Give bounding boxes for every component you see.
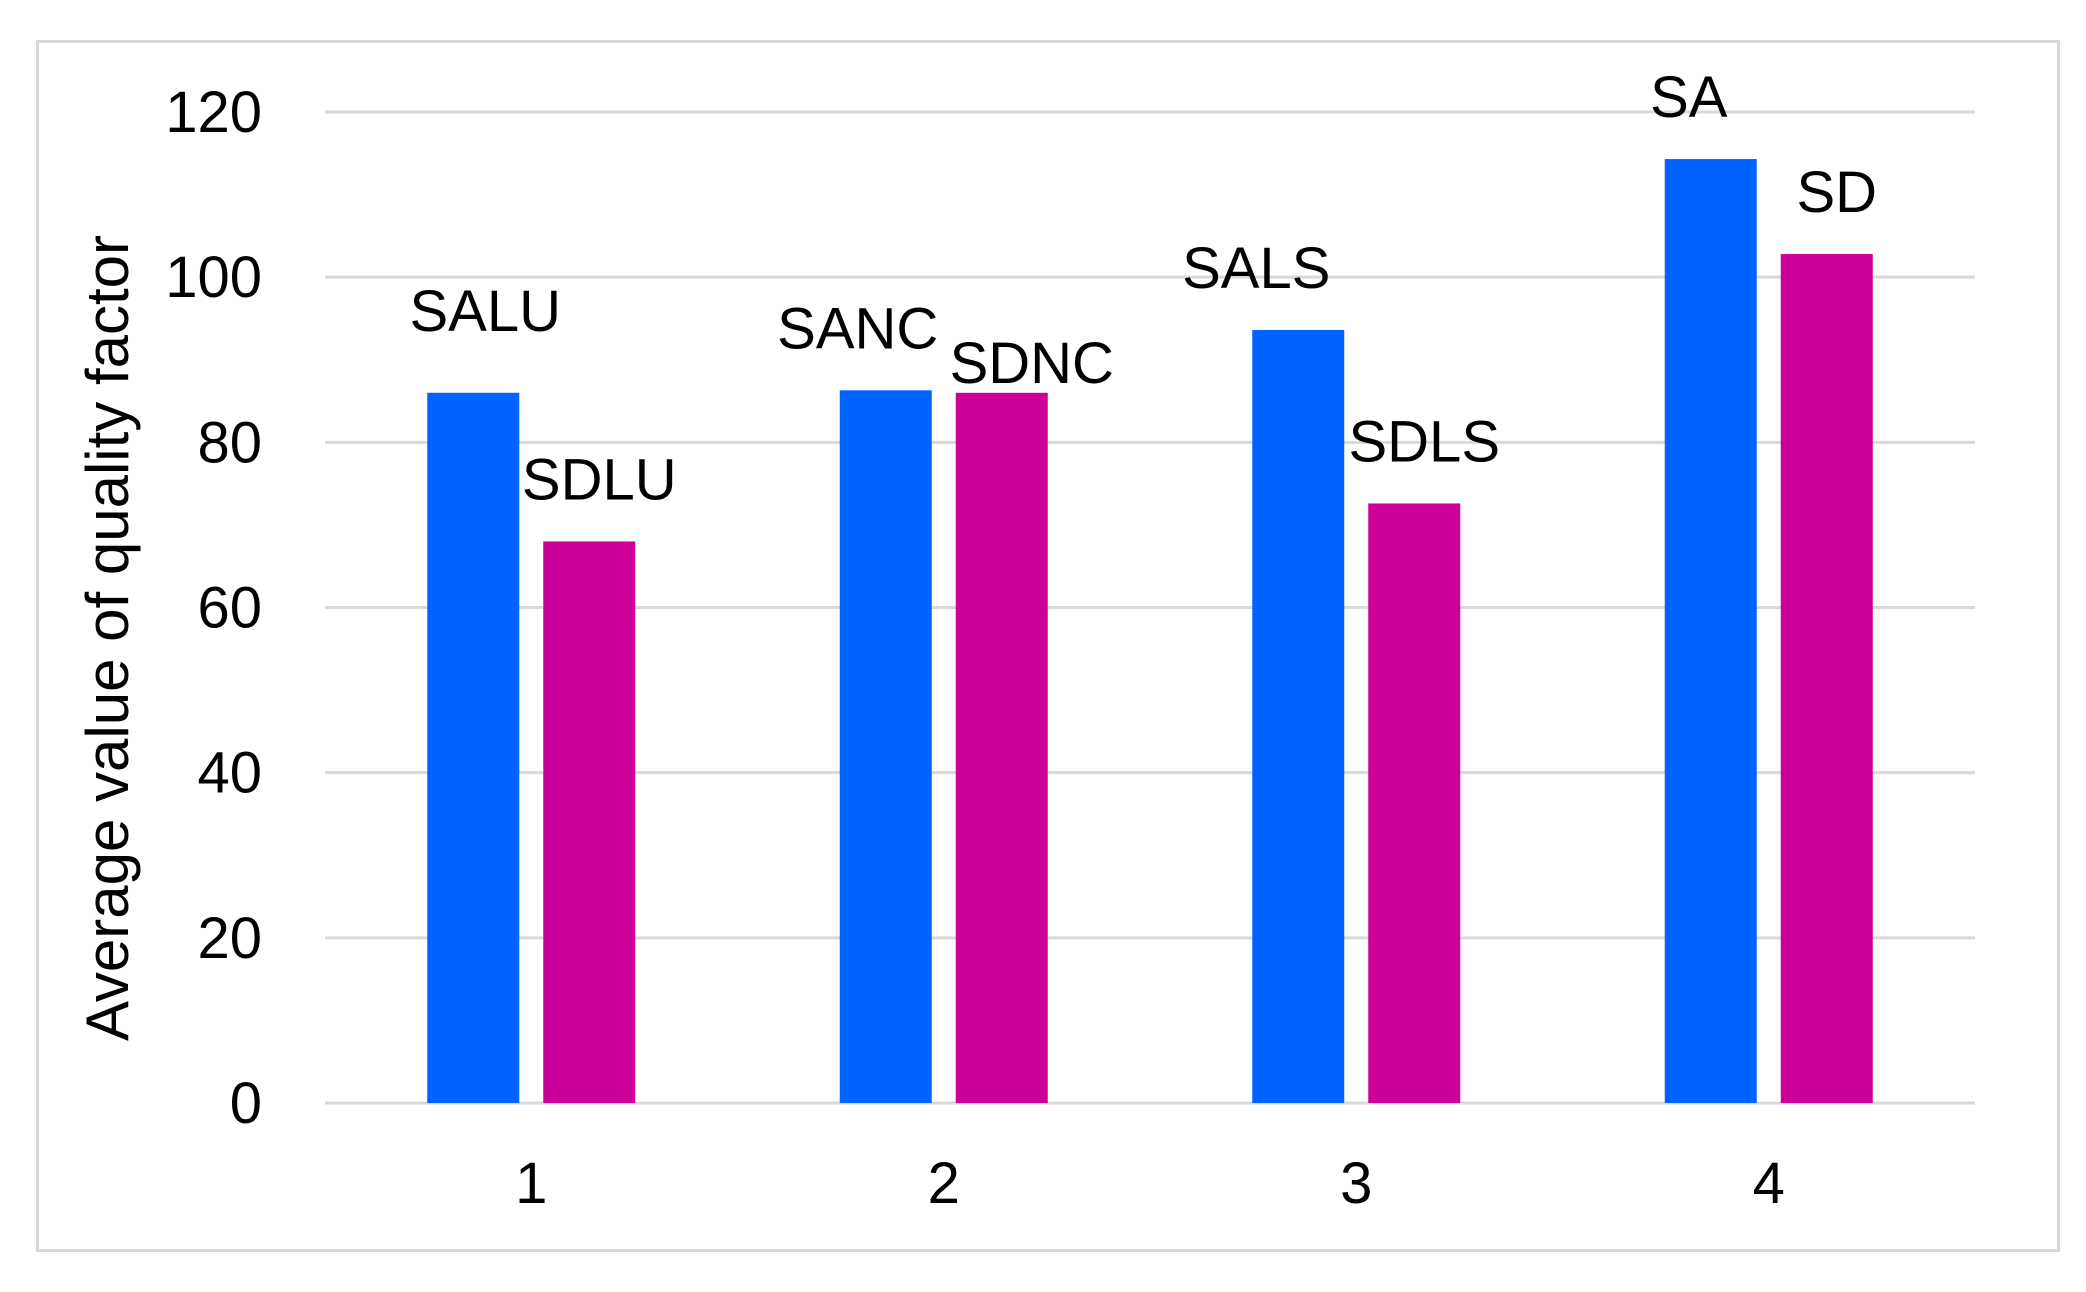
bar-series2-cat3 <box>1368 503 1461 1103</box>
x-tick-label: 4 <box>1753 1151 1785 1216</box>
bar-series1-cat3 <box>1252 330 1345 1103</box>
bar-data-label: SANC <box>777 296 938 361</box>
bars-layer <box>427 159 1873 1103</box>
bar-series1-cat1 <box>427 392 520 1103</box>
x-tick-label: 1 <box>515 1151 547 1216</box>
bar-series2-cat2 <box>955 392 1048 1103</box>
bar-series2-cat4 <box>1780 254 1873 1103</box>
bar-data-label: SALU <box>409 279 561 344</box>
y-tick-label: 0 <box>230 1071 262 1136</box>
bar-data-label: SDLU <box>522 447 677 512</box>
bar-data-label: SDNC <box>950 331 1114 396</box>
bar-data-label: SDLS <box>1348 409 1500 474</box>
x-tick-label: 3 <box>1340 1151 1372 1216</box>
x-tick-label: 2 <box>928 1151 960 1216</box>
bar-series1-cat4 <box>1664 159 1757 1103</box>
bar-series2-cat1 <box>543 541 636 1103</box>
y-tick-label: 100 <box>165 245 262 310</box>
y-tick-label: 80 <box>197 410 262 475</box>
y-tick-label: 120 <box>165 80 262 145</box>
y-tick-label: 60 <box>197 576 262 641</box>
axis-layer: Average value of quality factor <box>74 235 141 1041</box>
bar-data-label: SALS <box>1182 236 1330 301</box>
bar-series1-cat2 <box>839 390 932 1103</box>
y-tick-label: 40 <box>197 741 262 806</box>
y-axis-title: Average value of quality factor <box>74 235 141 1041</box>
y-tick-label: 20 <box>197 906 262 971</box>
bar-data-label: SA <box>1650 65 1728 130</box>
bar-data-label: SD <box>1796 160 1877 225</box>
